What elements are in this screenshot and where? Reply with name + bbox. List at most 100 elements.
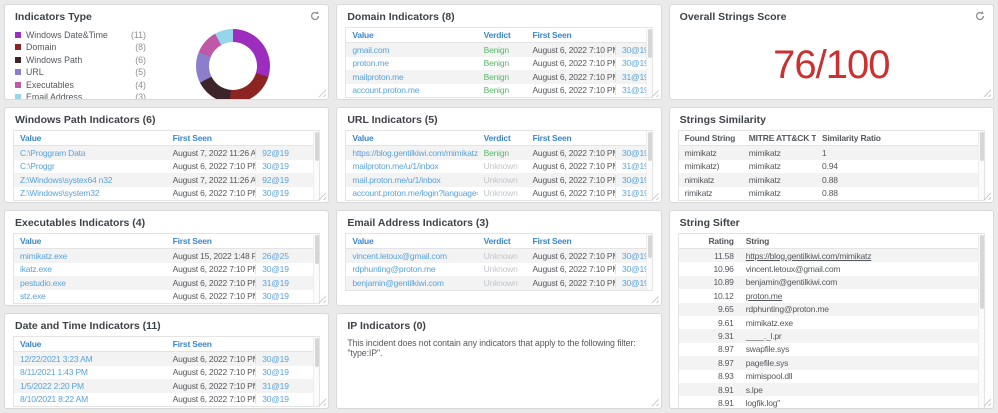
resize-handle[interactable] xyxy=(983,192,991,200)
incident-link[interactable]: 30@19 xyxy=(614,250,652,261)
resize-handle[interactable] xyxy=(650,192,659,200)
incident-link[interactable]: 30@19 xyxy=(255,161,319,172)
incident-link[interactable]: 31@19 xyxy=(255,277,319,288)
column-header-first-seen[interactable]: First Seen xyxy=(172,133,212,143)
column-header-first-seen[interactable]: First Seen xyxy=(172,236,212,246)
incident-link[interactable]: 92@19 xyxy=(255,147,319,158)
incident-link[interactable]: 31@19 xyxy=(614,161,652,172)
column-header-verdict[interactable]: Verdict xyxy=(483,236,511,246)
scrollbar-thumb[interactable] xyxy=(647,132,652,161)
column-header-value[interactable]: Value xyxy=(20,133,42,143)
column-header-value[interactable]: Value xyxy=(20,236,42,246)
incident-link[interactable]: 31@19 xyxy=(614,85,652,96)
scrollbar[interactable] xyxy=(313,131,320,200)
indicator-value-link[interactable]: 8/11/2021 1:43 PM xyxy=(20,367,88,378)
column-header-verdict[interactable]: Verdict xyxy=(483,30,511,40)
refresh-button[interactable] xyxy=(975,11,985,21)
incident-link[interactable]: 31@19 xyxy=(614,71,652,82)
incident-link[interactable]: 92@19 xyxy=(255,174,319,185)
incident-link[interactable]: 30@19 xyxy=(614,147,652,158)
scrollbar-thumb[interactable] xyxy=(980,235,984,309)
incident-link[interactable]: 30@19 xyxy=(255,188,319,199)
incident-link[interactable]: 30@19 xyxy=(255,291,319,302)
indicator-value-link[interactable]: gmail.com xyxy=(352,44,390,55)
indicator-value-link[interactable]: C:\Proggram Data xyxy=(20,147,86,158)
incident-link[interactable]: 30@19 xyxy=(255,394,319,405)
incident-link[interactable]: 30@19 xyxy=(614,277,652,288)
resize-handle[interactable] xyxy=(318,192,327,200)
incident-link[interactable]: 30@19 xyxy=(614,174,652,185)
incident-link[interactable]: 30@19 xyxy=(255,264,319,275)
resize-handle[interactable] xyxy=(318,295,327,303)
legend-item[interactable]: Email Address (3) xyxy=(15,92,196,99)
incident-link[interactable]: 30@19 xyxy=(255,367,319,378)
scrollbar[interactable] xyxy=(645,131,652,200)
indicator-value-link[interactable]: 12/22/2021 3:23 AM xyxy=(20,353,93,364)
indicator-value-link[interactable]: benjamin@gentilkiwi.com xyxy=(352,277,444,288)
column-header-first-seen[interactable]: First Seen xyxy=(532,133,572,143)
donut-chart[interactable] xyxy=(196,29,271,99)
indicator-value-link[interactable]: mimikatz.exe xyxy=(20,250,68,261)
scrollbar[interactable] xyxy=(978,234,984,408)
resize-handle[interactable] xyxy=(983,398,991,406)
legend-item[interactable]: Executables (4) xyxy=(15,79,196,91)
column-header-first-seen[interactable]: First Seen xyxy=(532,30,572,40)
legend-item[interactable]: Windows Date&Time (11) xyxy=(15,29,196,41)
scrollbar[interactable] xyxy=(645,234,652,290)
resize-handle[interactable] xyxy=(983,89,991,97)
indicator-value-link[interactable]: 1/5/2022 2:20 PM xyxy=(20,380,84,391)
column-header-value[interactable]: Value xyxy=(352,133,374,143)
table-row: C:\Proggr August 6, 2022 7:10 PM 30@19 xyxy=(14,160,319,174)
scrollbar-thumb[interactable] xyxy=(315,132,320,161)
legend-item[interactable]: Windows Path (6) xyxy=(15,54,196,66)
indicator-value-link[interactable]: pestudio.exe xyxy=(20,277,66,288)
resize-handle[interactable] xyxy=(650,398,659,406)
indicator-value-link[interactable]: 8/10/2021 8:22 AM xyxy=(20,394,88,405)
resize-handle[interactable] xyxy=(650,89,659,97)
incident-link[interactable]: 26@25 xyxy=(255,250,319,261)
refresh-button[interactable] xyxy=(310,11,320,21)
indicator-value-link[interactable]: rdphunting@proton.me xyxy=(352,264,436,275)
column-header-value[interactable]: Value xyxy=(352,236,374,246)
scrollbar[interactable] xyxy=(313,234,320,303)
incident-link[interactable]: 30@19 xyxy=(614,58,652,69)
scrollbar-thumb[interactable] xyxy=(315,338,320,367)
scrollbar[interactable] xyxy=(645,28,652,97)
scrollbar-thumb[interactable] xyxy=(980,132,984,161)
resize-handle[interactable] xyxy=(650,295,659,303)
indicator-value-link[interactable]: vincent.letoux@gmail.com xyxy=(352,250,447,261)
incident-link[interactable]: 31@19 xyxy=(614,188,652,199)
indicator-value-link[interactable]: https://blog.gentilkiwi.com/mimikatz xyxy=(352,147,478,158)
column-header-value[interactable]: Value xyxy=(352,30,374,40)
resize-handle[interactable] xyxy=(318,398,327,406)
indicator-value-link[interactable]: account.proton.me xyxy=(352,85,420,96)
indicator-value-link[interactable]: ikatz.exe xyxy=(20,264,52,275)
scrollbar-thumb[interactable] xyxy=(315,235,320,264)
scrollbar-thumb[interactable] xyxy=(647,29,652,58)
indicator-value-link[interactable]: proton.me xyxy=(352,58,389,69)
scrollbar[interactable] xyxy=(313,337,320,406)
rating-cell: 10.89 xyxy=(713,277,734,288)
indicator-value-link[interactable]: mailproton.me/u/1/inbox xyxy=(352,161,439,172)
legend-count: (6) xyxy=(135,54,146,65)
scrollbar-thumb[interactable] xyxy=(647,235,652,259)
column-header-first-seen[interactable]: First Seen xyxy=(532,236,572,246)
incident-link[interactable]: 30@19 xyxy=(255,353,319,364)
column-header-first-seen[interactable]: First Seen xyxy=(172,339,212,349)
indicator-value-link[interactable]: mail.proton.me/u/1/inbox xyxy=(352,174,441,185)
legend-item[interactable]: URL (5) xyxy=(15,67,196,79)
incident-link[interactable]: 31@19 xyxy=(255,380,319,391)
indicator-value-link[interactable]: stz.exe xyxy=(20,291,46,302)
column-header-value[interactable]: Value xyxy=(20,339,42,349)
incident-link[interactable]: 30@19 xyxy=(614,44,652,55)
indicator-value-link[interactable]: mailproton.me xyxy=(352,71,404,82)
column-header-verdict[interactable]: Verdict xyxy=(483,133,511,143)
legend-item[interactable]: Domain (8) xyxy=(15,42,196,54)
scrollbar[interactable] xyxy=(978,131,984,200)
incident-link[interactable]: 30@19 xyxy=(614,264,652,275)
indicator-value-link[interactable]: Z:\Windows\system32 xyxy=(20,188,100,199)
resize-handle[interactable] xyxy=(318,89,327,97)
indicator-value-link[interactable]: C:\Proggr xyxy=(20,161,55,172)
indicator-value-link[interactable]: account.proton.me/login?language=en xyxy=(352,188,478,199)
indicator-value-link[interactable]: Z:\Windows\systex64 n32 xyxy=(20,174,113,185)
